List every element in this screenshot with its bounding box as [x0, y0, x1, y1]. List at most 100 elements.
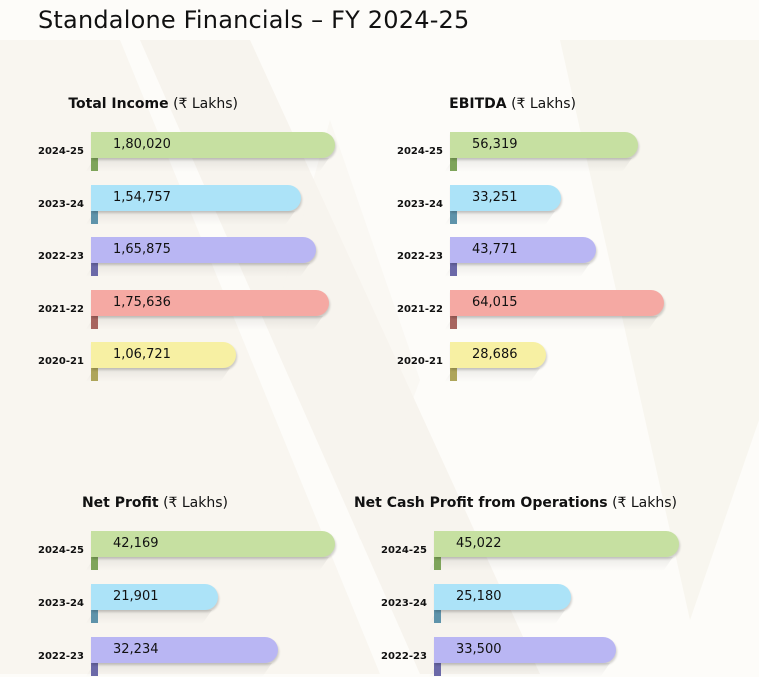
bar-row: 2023-24 21,901 — [38, 584, 228, 624]
bar-shadow — [85, 210, 295, 225]
bar-fold — [434, 650, 448, 676]
bar-value-label: 43,771 — [472, 242, 518, 257]
bar-fold — [91, 597, 105, 623]
bar-fold — [91, 544, 105, 570]
bar-group: 32,234 — [85, 637, 286, 677]
bar-row: 2024-25 56,319 — [397, 132, 648, 172]
bar-row: 2023-24 25,180 — [381, 584, 581, 624]
bar-shadow — [444, 315, 658, 330]
year-label: 2021-22 — [397, 303, 443, 315]
bar-value-label: 1,06,721 — [113, 347, 171, 362]
bar-shadow — [85, 368, 230, 382]
bar-fold — [450, 197, 464, 224]
bar-fold — [91, 145, 105, 171]
year-label: 2020-21 — [38, 356, 84, 367]
bar — [91, 584, 218, 610]
bar-group: 45,022 — [428, 531, 687, 571]
bar-row: 2022-23 32,234 — [38, 637, 288, 677]
bar-value-label: 56,319 — [472, 137, 518, 152]
bar-row: 2023-24 33,251 — [397, 184, 571, 225]
bar-value-label: 1,80,020 — [113, 137, 171, 152]
year-label: 2022-23 — [381, 651, 427, 662]
bar-value-label: 64,015 — [472, 294, 518, 310]
year-label: 2023-24 — [381, 598, 427, 609]
year-label: 2023-24 — [397, 198, 443, 210]
bar-value-label: 45,022 — [456, 536, 502, 551]
bar — [434, 637, 616, 663]
bar — [450, 184, 561, 211]
bar-shadow — [85, 315, 323, 330]
bar-fold — [450, 145, 464, 171]
bar — [434, 531, 679, 557]
bar-row: 2024-25 45,022 — [381, 531, 689, 571]
bar-row: 2021-22 1,75,636 — [38, 289, 339, 330]
bar — [91, 132, 335, 158]
bar — [91, 531, 335, 557]
bar-value-label: 33,251 — [472, 189, 518, 205]
bar-row: 2024-25 42,169 — [38, 531, 345, 571]
chart-title-unit: (₹ Lakhs) — [173, 96, 238, 112]
bar-group: 1,80,020 — [85, 132, 343, 172]
bar-fold — [450, 302, 464, 329]
bar-row: 2020-21 28,686 — [397, 342, 556, 382]
bar — [450, 289, 664, 316]
bar — [434, 584, 571, 610]
bar-shadow — [428, 610, 565, 624]
bar-group: 33,251 — [444, 184, 569, 225]
bar-fold — [91, 250, 105, 276]
year-label: 2024-25 — [397, 146, 443, 157]
bar-fold — [434, 597, 448, 623]
bar-shadow — [444, 158, 632, 172]
bar-fold — [91, 650, 105, 676]
chart-title-unit: (₹ Lakhs) — [612, 495, 677, 511]
year-label: 2024-25 — [38, 545, 84, 556]
chart-title-main: Net Profit — [81, 495, 159, 511]
chart-title-main: Total Income — [68, 96, 169, 112]
year-label: 2024-25 — [38, 146, 84, 157]
bar-shadow — [85, 557, 329, 571]
bar-row: 2022-23 33,500 — [381, 637, 626, 677]
bar-group: 28,686 — [444, 342, 554, 382]
bar-value-label: 21,901 — [113, 589, 159, 604]
year-label: 2022-23 — [397, 251, 443, 262]
year-label: 2023-24 — [38, 198, 84, 210]
chart-title: Total Income (₹ Lakhs) — [68, 96, 238, 112]
bar-shadow — [428, 663, 610, 677]
bar-shadow — [85, 663, 272, 677]
bar-value-label: 1,75,636 — [113, 294, 171, 310]
bar-fold — [450, 355, 464, 381]
bar-group: 1,54,757 — [85, 184, 309, 225]
bar — [450, 342, 546, 368]
year-label: 2024-25 — [381, 545, 427, 556]
chart-title: Net Cash Profit from Operations (₹ Lakhs… — [354, 495, 677, 511]
bar-fold — [450, 250, 464, 276]
bar-group: 1,06,721 — [85, 342, 244, 382]
bar-shadow — [428, 557, 673, 571]
year-label: 2022-23 — [38, 251, 84, 262]
bar-group: 1,65,875 — [85, 237, 324, 277]
bar-value-label: 25,180 — [456, 589, 502, 604]
bar-group: 43,771 — [444, 237, 604, 277]
bar-value-label: 33,500 — [456, 642, 502, 657]
bar — [91, 237, 316, 263]
bar-group: 21,901 — [85, 584, 226, 624]
year-label: 2022-23 — [38, 651, 84, 662]
bar — [91, 289, 329, 316]
bar-value-label: 32,234 — [113, 642, 159, 657]
bar-row: 2020-21 1,06,721 — [38, 342, 246, 382]
year-label: 2023-24 — [38, 598, 84, 609]
bar — [91, 637, 278, 663]
bar-value-label: 42,169 — [113, 536, 159, 551]
bar-value-label: 1,54,757 — [113, 189, 171, 205]
bar-fold — [91, 302, 105, 329]
bar-fold — [91, 197, 105, 224]
bar-group: 1,75,636 — [85, 289, 337, 330]
bar-group: 56,319 — [444, 132, 646, 172]
chart-title-unit: (₹ Lakhs) — [163, 495, 228, 511]
chart-title-main: Net Cash Profit from Operations — [353, 495, 608, 511]
bar-row: 2023-24 1,54,757 — [38, 184, 311, 225]
bar-value-label: 28,686 — [472, 347, 518, 362]
chart-title-unit: (₹ Lakhs) — [511, 96, 576, 112]
bar-fold — [91, 355, 105, 381]
bar-row: 2021-22 64,015 — [397, 289, 674, 330]
